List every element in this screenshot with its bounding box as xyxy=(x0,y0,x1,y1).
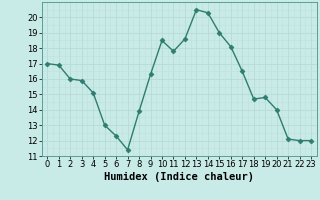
X-axis label: Humidex (Indice chaleur): Humidex (Indice chaleur) xyxy=(104,172,254,182)
